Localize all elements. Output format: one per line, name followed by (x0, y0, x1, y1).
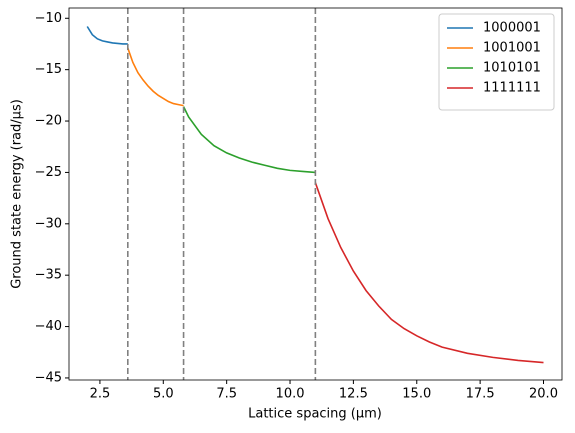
y-tick-label: −15 (35, 62, 62, 77)
y-tick-label: −25 (35, 165, 62, 180)
y-tick-label: −40 (35, 319, 62, 334)
y-tick-label: −45 (35, 370, 62, 385)
x-tick-label: 20.0 (529, 387, 558, 402)
x-tick-label: 7.5 (216, 387, 237, 402)
x-axis-label: Lattice spacing (μm) (248, 407, 382, 422)
y-tick-label: −30 (35, 216, 62, 231)
x-tick-label: 2.5 (90, 387, 111, 402)
y-axis-label: Ground state energy (rad/μs) (10, 99, 25, 289)
x-tick-label: 12.5 (339, 387, 368, 402)
x-tick-label: 15.0 (402, 387, 431, 402)
legend-box (438, 13, 555, 111)
x-tick-label: 17.5 (466, 387, 495, 402)
legend-label: 1001001 (483, 41, 541, 56)
x-tick-label: 10.0 (276, 387, 305, 402)
y-tick-label: −10 (35, 11, 62, 26)
x-tick-label: 5.0 (153, 387, 174, 402)
y-tick-label: −20 (35, 114, 62, 129)
legend-label: 1111111 (483, 81, 541, 96)
plot-frame (68, 7, 563, 381)
legend-label: 1000001 (483, 21, 541, 36)
line-series (127, 47, 184, 107)
line-series (314, 182, 544, 364)
y-tick-label: −35 (35, 268, 62, 283)
line-series (182, 106, 316, 174)
line-series (86, 26, 128, 45)
legend-label: 1010101 (483, 61, 541, 76)
